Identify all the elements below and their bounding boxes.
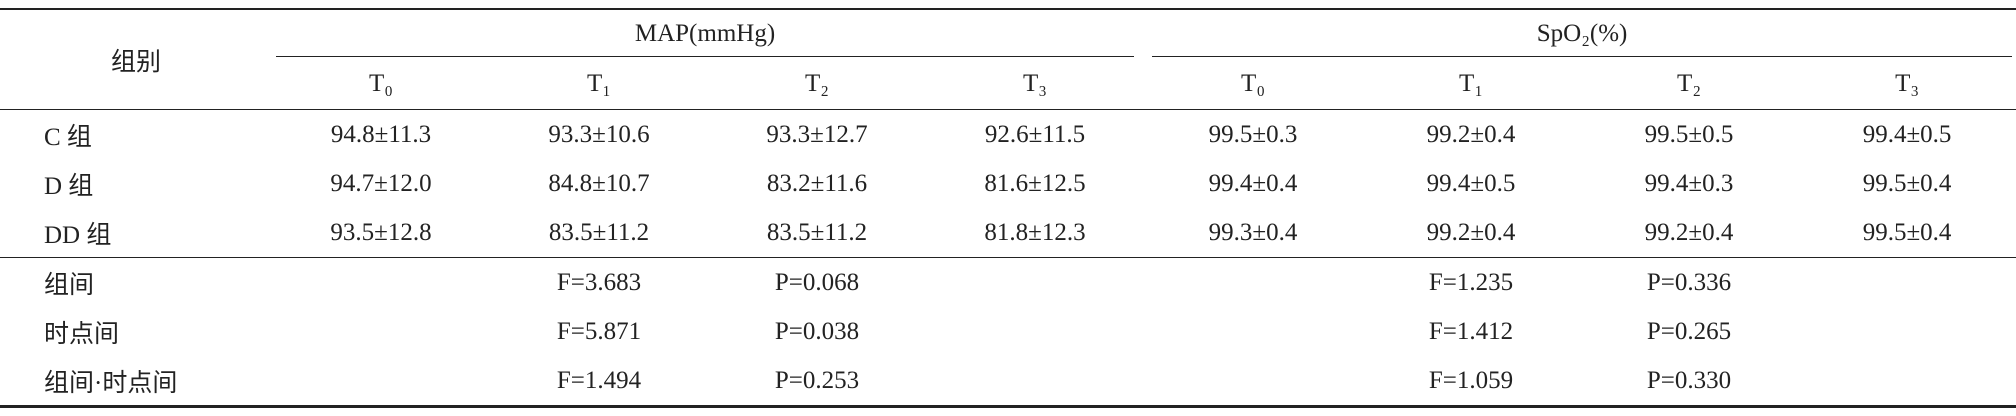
stats-row: 时点间 F=5.871 P=0.038 F=1.412 P=0.265	[0, 307, 2016, 356]
stats-row: 组间 F=3.683 P=0.068 F=1.235 P=0.336	[0, 257, 2016, 307]
data-cell: 99.2±0.4	[1426, 218, 1516, 246]
stat-cell: P=0.336	[1580, 257, 1799, 307]
timepoint-row: T₀ T₁ T₂ T₃ T₀ T₁ T₂ T₃	[0, 58, 2016, 110]
data-cell: 83.5±11.2	[548, 218, 650, 246]
empty-cell	[1144, 257, 1363, 307]
stat-cell: F=1.059	[1362, 356, 1581, 408]
group-header: 组别	[0, 8, 272, 110]
data-cell: 84.8±10.7	[548, 169, 650, 197]
data-row: DD 组 93.5±12.8 83.5±11.2 83.5±11.2 81.8±12.3…	[0, 208, 2016, 258]
data-table: 组别 MAP(mmHg) SpO₂(%) T₀ T₁ T₂ T₃ T₀ T₁ T₂ T₃ C 组 94.…	[0, 8, 2016, 408]
data-cell: 93.5±12.8	[330, 218, 432, 246]
data-cell: 92.6±11.5	[926, 109, 1145, 159]
group-title: MAP(mmHg)	[276, 20, 1135, 57]
empty-cell	[272, 257, 490, 307]
data-cell: 99.5±0.4	[1862, 169, 1952, 197]
data-cell: 94.8±11.3	[272, 109, 490, 159]
data-cell: 93.3±10.6	[490, 109, 708, 159]
stat-cell: P=0.330	[1580, 356, 1799, 408]
timepoint: T₂	[1677, 69, 1702, 97]
data-cell: 99.4±0.5	[1798, 109, 2016, 159]
empty-cell	[926, 257, 1145, 307]
timepoint: T₁	[1459, 69, 1484, 97]
empty-cell	[1798, 307, 2016, 356]
group-cell: MAP(mmHg)	[272, 8, 1145, 58]
stat-cell: F=5.871	[556, 317, 642, 345]
stat-cell: F=3.683	[490, 257, 708, 307]
data-cell: 99.3±0.4	[1208, 218, 1298, 246]
group-cell: SpO₂(%)	[1144, 8, 2016, 58]
stat-cell: P=0.265	[1646, 317, 1732, 345]
data-cell: 99.4±0.3	[1644, 169, 1734, 197]
row-label: 时点间	[44, 320, 120, 348]
stat-cell: P=0.253	[708, 356, 926, 408]
stat-cell: P=0.068	[708, 257, 926, 307]
data-cell: 99.2±0.4	[1362, 109, 1581, 159]
empty-cell	[926, 356, 1145, 408]
data-cell: 81.6±12.5	[984, 169, 1086, 197]
timepoint: T₃	[1895, 69, 1920, 97]
row-label: D 组	[44, 172, 94, 200]
stat-cell: F=1.412	[1428, 317, 1514, 345]
data-row: D 组 94.7±12.0 84.8±10.7 83.2±11.6 81.6±12.5 9…	[0, 159, 2016, 208]
data-cell: 94.7±12.0	[330, 169, 432, 197]
data-cell: 99.2±0.4	[1644, 218, 1734, 246]
timepoint: T₀	[1241, 69, 1266, 97]
data-cell: 81.8±12.3	[984, 218, 1086, 246]
row-label: 组间	[0, 257, 272, 307]
stat-cell: P=0.038	[774, 317, 860, 345]
empty-cell	[1144, 356, 1363, 408]
data-cell: 93.3±12.7	[708, 109, 926, 159]
stat-cell: F=1.494	[490, 356, 708, 408]
data-cell: 99.5±0.4	[1862, 218, 1952, 246]
empty-cell	[926, 307, 1144, 356]
empty-cell	[272, 356, 490, 408]
row-label: DD 组	[44, 221, 112, 249]
row-label: 组间·时点间	[0, 356, 272, 408]
timepoint: T₃	[1023, 69, 1048, 97]
data-row: C 组 94.8±11.3 93.3±10.6 93.3±12.7 92.6±11.5 9…	[0, 109, 2016, 159]
data-cell: 83.5±11.2	[766, 218, 868, 246]
empty-cell	[272, 307, 490, 356]
group-title: SpO₂(%)	[1152, 20, 2013, 57]
empty-cell	[1798, 257, 2016, 307]
empty-cell	[1144, 307, 1362, 356]
stat-cell: F=1.235	[1362, 257, 1581, 307]
data-cell: 83.2±11.6	[766, 169, 868, 197]
data-cell: 99.5±0.5	[1580, 109, 1799, 159]
timepoint: T₁	[587, 69, 611, 97]
data-cell: 99.5±0.3	[1144, 109, 1363, 159]
data-cell: 99.4±0.4	[1208, 169, 1298, 197]
data-cell: 99.4±0.5	[1426, 169, 1516, 197]
timepoint: T₀	[369, 69, 393, 97]
empty-cell	[1798, 356, 2016, 408]
stats-row: 组间·时点间 F=1.494 P=0.253 F=1.059 P=0.330	[0, 356, 2016, 408]
header-row: 组别 MAP(mmHg) SpO₂(%)	[0, 8, 2016, 110]
row-label: C 组	[0, 109, 272, 159]
timepoint: T₂	[805, 69, 829, 97]
